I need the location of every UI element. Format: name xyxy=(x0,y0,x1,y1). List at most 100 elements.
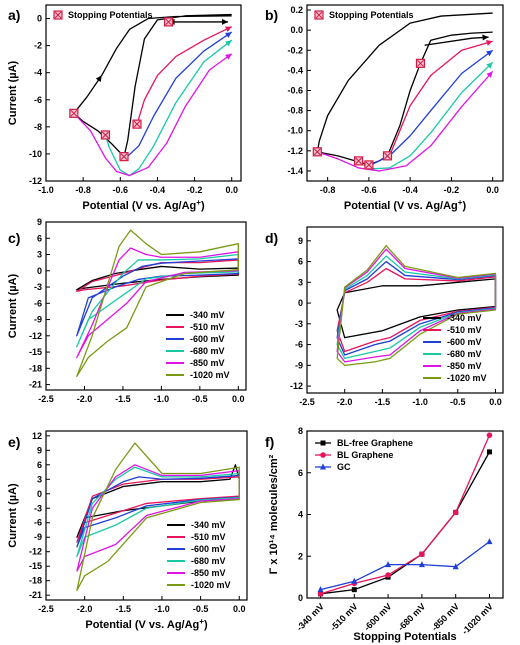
series-curve-2 xyxy=(388,40,493,157)
series-curve-2 xyxy=(76,258,239,337)
x-tick-label: -600 mV xyxy=(362,601,393,632)
data-point-circle xyxy=(486,432,493,438)
legend-label: -1020 mV xyxy=(190,370,230,380)
arrow-head xyxy=(95,75,102,83)
legend-label: -510 mV xyxy=(190,322,225,332)
stopping-potential-marker-cross xyxy=(102,131,109,139)
x-tick-label: -0.2 xyxy=(444,185,460,195)
y-tick-label: -3 xyxy=(34,503,42,513)
plot-frame xyxy=(45,4,242,182)
data-point-triangle xyxy=(317,586,324,593)
x-tick-label: -0.5 xyxy=(450,397,466,407)
series-curve-5 xyxy=(73,53,233,177)
legend-label: -340 mV xyxy=(190,310,225,320)
legend-label: -1020 mV xyxy=(191,580,231,590)
series-curve-0 xyxy=(73,13,232,158)
y-tick-label: 3 xyxy=(37,474,42,484)
y-tick-label: -21 xyxy=(29,380,42,390)
series-curve-2 xyxy=(136,26,232,125)
x-tick-label: -0.8 xyxy=(75,185,91,195)
x-tick-label: -510 mV xyxy=(328,601,359,632)
y-tick-label: 6 xyxy=(298,257,303,267)
y-tick-label: 6 xyxy=(298,468,303,478)
panel-f: 0 2 4 6 8 -340 mV -510 mV -600 mV -680 mV -850 mV… xyxy=(265,426,504,643)
panel-b: 0.2 0.0 -0.2 -0.4 -0.6 -0.8 -1.0 -1.2 -1.4 -0.8 -0… xyxy=(265,4,504,212)
arrow-head xyxy=(486,62,493,69)
arrow-head xyxy=(486,50,493,57)
y-tick-label: -0.4 xyxy=(287,65,303,75)
y-tick-label: -1.0 xyxy=(287,126,303,136)
data-point-circle xyxy=(452,509,459,516)
series-curve-4 xyxy=(336,248,497,363)
y-tick-label: -0.8 xyxy=(287,106,303,116)
x-axis-label-sup: + xyxy=(196,198,201,207)
y-tick-label: 9 xyxy=(37,445,42,455)
x-tick-label: -0.2 xyxy=(187,185,203,195)
y-axis-label: Current (µA) xyxy=(7,60,19,125)
panel-c: 9 6 3 0 -3 -6 -9 -12 -15 -18 -21 -2.5 -2.0 -1.5 -1.0 -0… xyxy=(7,217,247,404)
legend-label: -850 mV xyxy=(447,361,482,371)
legend-label: GC xyxy=(337,462,351,472)
stopping-potential-marker-cross xyxy=(365,161,373,169)
data-point-triangle xyxy=(418,561,425,568)
data-point-circle xyxy=(317,591,324,597)
arrow-head xyxy=(222,18,228,25)
series-curve-1 xyxy=(336,267,497,353)
y-tick-label: -12 xyxy=(29,547,42,557)
stopping-potential-marker-cross xyxy=(355,157,362,165)
x-axis-label-end: ) xyxy=(462,200,466,212)
arrow-head xyxy=(486,40,493,46)
plot-frame xyxy=(306,226,504,394)
x-axis-label: Potential (V vs. Ag/Ag+) xyxy=(85,617,208,631)
y-tick-label: 0 xyxy=(37,14,42,24)
x-tick-label: -2.0 xyxy=(337,397,353,407)
x-tick-label: -2.0 xyxy=(77,394,93,404)
y-tick-label: 3 xyxy=(37,250,42,260)
x-tick-label: -1020 mV xyxy=(460,601,495,636)
y-tick-label: 6 xyxy=(37,460,42,470)
legend-marker-square xyxy=(320,440,326,446)
y-axis-label: Current (µA) xyxy=(7,483,19,548)
y-tick-label: -3 xyxy=(34,282,42,292)
legend-label: Stopping Potentials xyxy=(68,10,153,20)
panel-label: e) xyxy=(8,434,20,450)
series-curve-0 xyxy=(76,265,239,291)
x-axis-label-text: Stopping Potentials xyxy=(353,631,456,643)
x-tick-label: -0.6 xyxy=(361,185,377,195)
series-line-2 xyxy=(320,541,490,591)
legend-marker-cross xyxy=(315,11,323,19)
x-tick-label: -1.5 xyxy=(115,394,131,404)
legend-label: BL-free Graphene xyxy=(337,438,413,448)
x-tick-label: 0.0 xyxy=(489,397,502,407)
y-tick-label: -9 xyxy=(34,532,42,542)
y-tick-label: 0.0 xyxy=(290,25,303,35)
y-tick-label: 9 xyxy=(298,236,303,246)
y-tick-label: -15 xyxy=(29,347,42,357)
data-point-triangle xyxy=(486,538,493,545)
panel-e: 12 9 6 3 0 -3 -6 -9 -12 -15 -18 -21 -2.5 -2.0 -1.5 -1.0… xyxy=(7,430,248,631)
y-tick-label: -2 xyxy=(34,41,42,51)
legend-label: -680 mV xyxy=(447,349,482,359)
data-point-triangle xyxy=(385,561,392,568)
series-curve-4 xyxy=(76,464,240,572)
y-tick-label: 9 xyxy=(37,217,42,227)
legend-label: -680 mV xyxy=(190,346,225,356)
series-curve-0 xyxy=(316,12,493,166)
plot-frame xyxy=(45,430,248,601)
arrow-head xyxy=(225,53,232,60)
stopping-potential-marker-cross xyxy=(120,153,128,160)
y-tick-label: -9 xyxy=(295,360,303,370)
series-curve-2 xyxy=(336,260,497,356)
y-tick-label: -12 xyxy=(29,176,42,186)
stopping-potential-marker-cross xyxy=(417,59,424,67)
panel-label: b) xyxy=(265,7,278,23)
arrow-head xyxy=(486,71,493,78)
legend-label: -340 mV xyxy=(447,313,482,323)
series-curve-5 xyxy=(76,229,239,378)
x-tick-label: -850 mV xyxy=(430,601,461,632)
y-tick-label: -6 xyxy=(34,298,42,308)
series-line-0 xyxy=(320,451,491,595)
y-tick-label: 12 xyxy=(32,431,42,441)
data-point-square xyxy=(486,449,492,455)
y-tick-label: 2 xyxy=(298,551,303,561)
